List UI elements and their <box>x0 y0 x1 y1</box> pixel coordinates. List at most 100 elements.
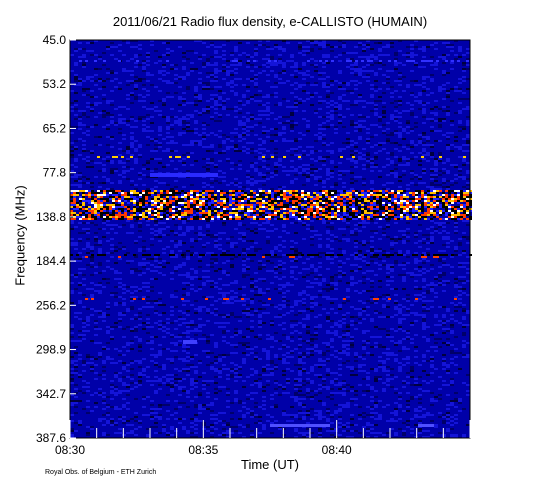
heatmap-cell <box>298 294 302 296</box>
heatmap-cell <box>378 258 382 260</box>
heatmap-cell <box>294 148 298 150</box>
heatmap-cell <box>398 350 402 352</box>
heatmap-cell <box>122 224 126 226</box>
heatmap-cell <box>454 178 458 180</box>
heatmap-cell <box>454 86 458 88</box>
heatmap-cell <box>406 158 410 160</box>
heatmap-cell <box>330 398 334 400</box>
heatmap-cell <box>142 164 146 166</box>
heatmap-cell <box>282 116 286 118</box>
heatmap-cell <box>130 144 134 146</box>
heatmap-cell <box>94 84 98 86</box>
heatmap-cell <box>422 296 426 298</box>
heatmap-cell <box>414 96 418 98</box>
heatmap-cell <box>434 296 438 298</box>
heatmap-cell <box>110 362 114 364</box>
heatmap-cell <box>242 304 246 306</box>
heatmap-cell <box>230 282 234 284</box>
heatmap-cell <box>218 98 222 100</box>
heatmap-cell <box>290 126 294 128</box>
heatmap-cell <box>130 362 134 364</box>
heatmap-cell <box>406 338 410 340</box>
heatmap-cell <box>326 268 330 270</box>
heatmap-cell <box>278 308 282 310</box>
heatmap-cell <box>98 252 102 254</box>
heatmap-cell <box>194 334 198 336</box>
heatmap-cell <box>450 318 454 320</box>
heatmap-cell <box>138 264 142 266</box>
heatmap-cell <box>450 384 454 386</box>
heatmap-cell <box>442 362 446 364</box>
heatmap-cell <box>418 230 422 232</box>
heatmap-cell <box>138 248 142 250</box>
heatmap-cell <box>202 388 206 390</box>
heatmap-cell <box>382 132 386 134</box>
heatmap-cell <box>462 308 466 310</box>
heatmap-cell <box>442 238 446 240</box>
heatmap-cell <box>154 180 158 182</box>
heatmap-cell <box>234 148 238 150</box>
heatmap-cell <box>142 100 146 102</box>
heatmap-cell <box>426 284 430 286</box>
heatmap-cell <box>378 376 382 378</box>
heatmap-cell <box>362 310 366 312</box>
heatmap-cell <box>170 314 174 316</box>
heatmap-cell <box>182 402 186 404</box>
heatmap-cell <box>254 248 258 250</box>
heatmap-cell <box>318 238 322 240</box>
heatmap-cell <box>134 268 138 270</box>
heatmap-cell <box>230 368 234 370</box>
heatmap-cell <box>258 152 262 154</box>
heatmap-cell <box>322 220 326 222</box>
heatmap-cell <box>462 158 466 160</box>
heatmap-cell <box>330 160 334 162</box>
heatmap-cell <box>422 170 426 172</box>
heatmap-cell <box>414 378 418 380</box>
heatmap-cell <box>82 144 86 146</box>
heatmap-cell <box>350 188 354 190</box>
heatmap-cell <box>294 66 298 68</box>
heatmap-cell <box>226 374 230 376</box>
heatmap-cell <box>182 234 186 236</box>
heatmap-cell <box>394 262 398 264</box>
heatmap-cell <box>314 268 318 270</box>
heatmap-cell <box>258 138 262 140</box>
heatmap-cell <box>150 348 154 350</box>
heatmap-cell <box>110 294 114 296</box>
heatmap-cell <box>462 232 466 234</box>
heatmap-cell <box>398 312 402 314</box>
heatmap-cell <box>458 122 462 124</box>
heatmap-cell <box>246 336 250 338</box>
heatmap-cell <box>158 240 162 242</box>
heatmap-cell <box>318 400 322 402</box>
heatmap-cell <box>438 398 442 400</box>
heatmap-cell <box>174 116 178 118</box>
heatmap-cell <box>442 54 446 56</box>
heatmap-cell <box>322 378 326 380</box>
heatmap-cell <box>374 100 378 102</box>
heatmap-cell <box>278 236 282 238</box>
heatmap-cell <box>142 116 146 118</box>
heatmap-cell <box>438 306 442 308</box>
heatmap-cell <box>246 342 250 344</box>
heatmap-cell <box>410 338 414 340</box>
heatmap-cell <box>274 148 278 150</box>
heatmap-cell <box>102 348 106 350</box>
heatmap-cell <box>338 336 342 338</box>
heatmap-cell <box>302 224 306 226</box>
heatmap-cell <box>362 76 366 78</box>
heatmap-cell <box>342 126 346 128</box>
heatmap-cell <box>206 252 210 254</box>
heatmap-cell <box>290 336 294 338</box>
heatmap-cell <box>286 362 290 364</box>
heatmap-cell <box>394 330 398 332</box>
heatmap-cell <box>278 116 282 118</box>
heatmap-cell <box>330 110 334 112</box>
heatmap-cell <box>110 72 114 74</box>
heatmap-cell <box>418 178 422 180</box>
heatmap-cell <box>158 236 162 238</box>
heatmap-cell <box>182 350 186 352</box>
heatmap-cell <box>338 82 342 84</box>
heatmap-cell <box>366 44 370 46</box>
heatmap-cell <box>118 350 122 352</box>
